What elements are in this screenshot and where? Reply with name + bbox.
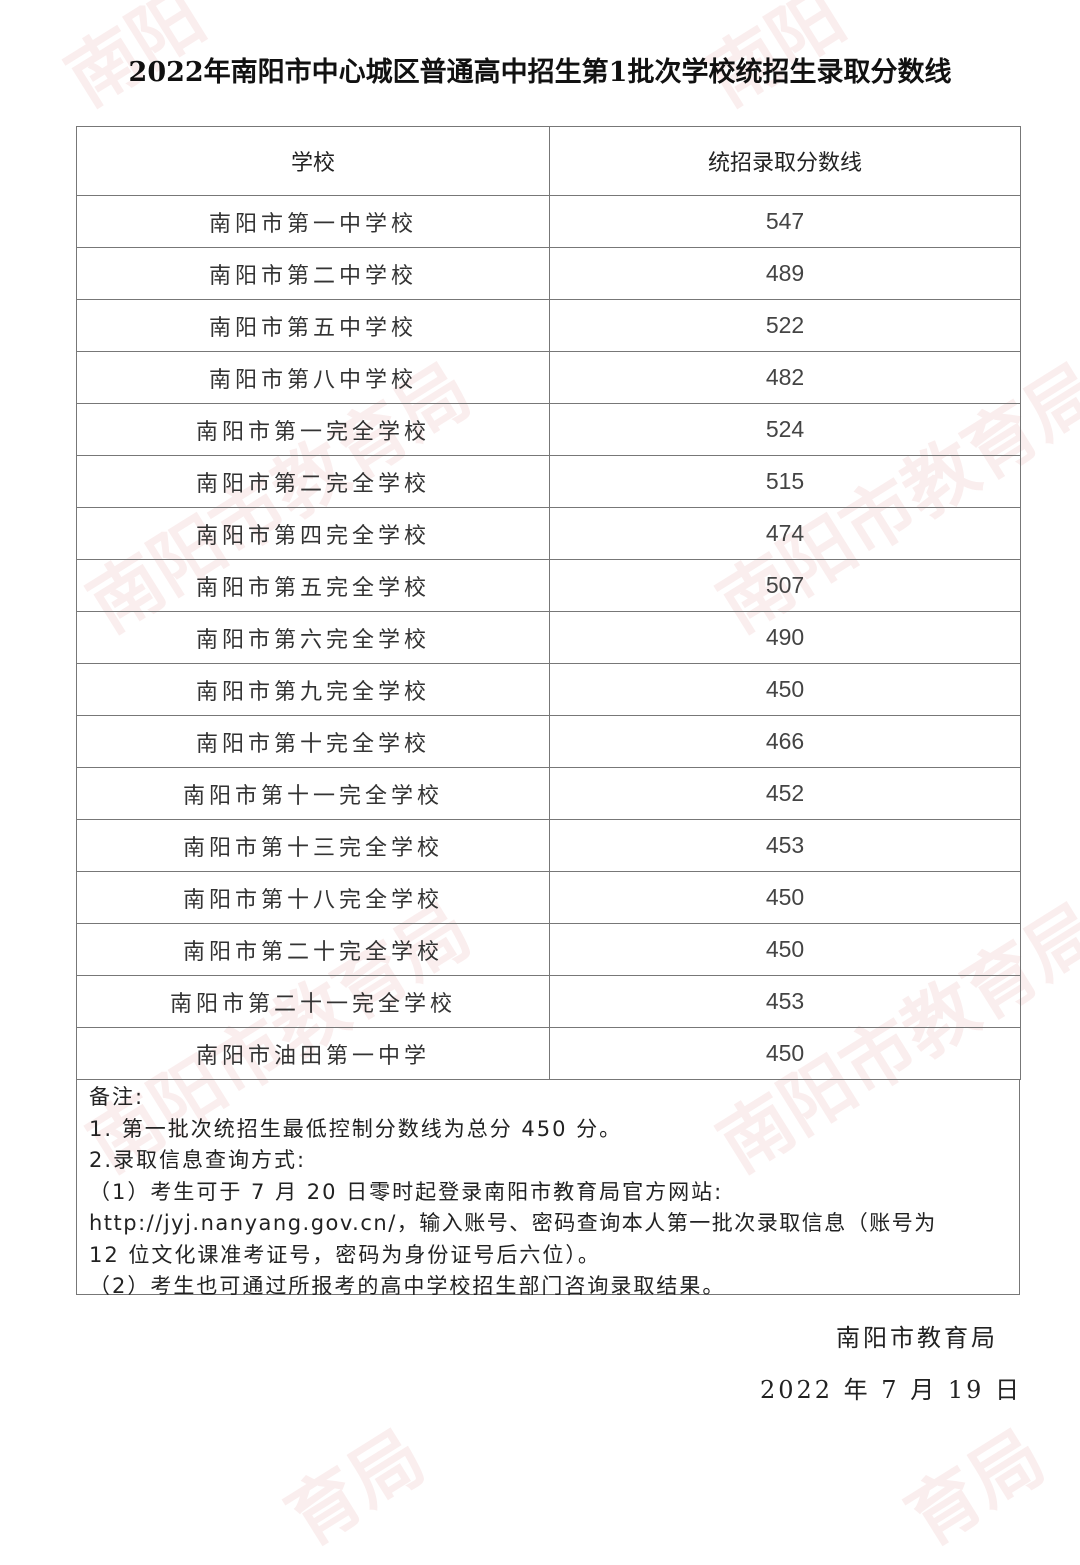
- school-name: 南阳市第九完全学校: [76, 663, 550, 716]
- table-row: 南阳市第五完全学校 507: [76, 559, 1021, 612]
- score-value: 524: [549, 403, 1021, 456]
- score-value: 466: [549, 715, 1021, 768]
- table-row: 南阳市第五中学校 522: [76, 299, 1021, 352]
- watermark: 育局: [892, 1414, 1059, 1562]
- school-name: 南阳市第五中学校: [76, 299, 550, 352]
- school-name: 南阳市第八中学校: [76, 351, 550, 404]
- school-name: 南阳市第一中学校: [76, 195, 550, 248]
- signature-date: 2022 年 7 月 19 日: [759, 1376, 1022, 1404]
- school-name: 南阳市第十一完全学校: [76, 767, 550, 820]
- score-value: 450: [549, 871, 1021, 924]
- table-row: 南阳市第二十一完全学校 453: [76, 975, 1021, 1028]
- school-name: 南阳市第十完全学校: [76, 715, 550, 768]
- table-row: 南阳市第一中学校 547: [76, 195, 1021, 248]
- school-name: 南阳市第十八完全学校: [76, 871, 550, 924]
- school-name: 南阳市第一完全学校: [76, 403, 550, 456]
- note-line: 2.录取信息查询方式:: [89, 1148, 307, 1172]
- school-name: 南阳市第二十一完全学校: [76, 975, 550, 1028]
- page-title: 2022年南阳市中心城区普通高中招生第1批次学校统招生录取分数线: [128, 57, 952, 88]
- table-row: 南阳市油田第一中学 450: [76, 1027, 1021, 1080]
- notes-heading: 备注:: [89, 1085, 145, 1109]
- score-value: 547: [549, 195, 1021, 248]
- watermark: 育局: [272, 1414, 439, 1562]
- school-name: 南阳市油田第一中学: [76, 1027, 550, 1080]
- score-value: 490: [549, 611, 1021, 664]
- header-score: 统招录取分数线: [549, 126, 1021, 196]
- school-name: 南阳市第六完全学校: [76, 611, 550, 664]
- score-value: 450: [549, 1027, 1021, 1080]
- table-row: 南阳市第二十完全学校 450: [76, 923, 1021, 976]
- school-name: 南阳市第十三完全学校: [76, 819, 550, 872]
- notes-box: 备注: 1. 第一批次统招生最低控制分数线为总分 450 分。 2.录取信息查询…: [76, 1080, 1020, 1298]
- signature-org: 南阳市教育局: [836, 1324, 998, 1352]
- score-value: 452: [549, 767, 1021, 820]
- note-line: http://jyj.nanyang.gov.cn/，输入账号、密码查询本人第一…: [89, 1211, 937, 1235]
- table-row: 南阳市第八中学校 482: [76, 351, 1021, 404]
- score-value: 482: [549, 351, 1021, 404]
- school-name: 南阳市第二十完全学校: [76, 923, 550, 976]
- score-value: 515: [549, 455, 1021, 508]
- score-value: 474: [549, 507, 1021, 560]
- score-value: 450: [549, 663, 1021, 716]
- note-line: 12 位文化课准考证号，密码为身份证号后六位）。: [89, 1242, 601, 1267]
- table-row: 南阳市第十八完全学校 450: [76, 871, 1021, 924]
- header-school: 学校: [76, 126, 550, 196]
- score-table: 学校 统招录取分数线 南阳市第一中学校 547 南阳市第二中学校 489 南阳市第五中学…: [76, 126, 1021, 1080]
- note-line: （2）考生也可通过所报考的高中学校招生部门咨询录取结果。: [89, 1274, 726, 1298]
- school-name: 南阳市第四完全学校: [76, 507, 550, 560]
- score-value: 507: [549, 559, 1021, 612]
- table-row: 南阳市第十三完全学校 453: [76, 819, 1021, 872]
- school-name: 南阳市第五完全学校: [76, 559, 550, 612]
- score-value: 450: [549, 923, 1021, 976]
- table-header-row: 学校 统招录取分数线: [76, 126, 1021, 196]
- school-name: 南阳市第二完全学校: [76, 455, 550, 508]
- table-row: 南阳市第六完全学校 490: [76, 611, 1021, 664]
- score-value: 453: [549, 975, 1021, 1028]
- table-row: 南阳市第十一完全学校 452: [76, 767, 1021, 820]
- note-line: 1. 第一批次统招生最低控制分数线为总分 450 分。: [89, 1116, 623, 1141]
- note-line: （1）考生可于 7 月 20 日零时起登录南阳市教育局官方网站:: [89, 1179, 724, 1204]
- table-row: 南阳市第十完全学校 466: [76, 715, 1021, 768]
- table-row: 南阳市第二中学校 489: [76, 247, 1021, 300]
- score-value: 522: [549, 299, 1021, 352]
- score-value: 453: [549, 819, 1021, 872]
- table-row: 南阳市第九完全学校 450: [76, 663, 1021, 716]
- table-row: 南阳市第一完全学校 524: [76, 403, 1021, 456]
- score-value: 489: [549, 247, 1021, 300]
- school-name: 南阳市第二中学校: [76, 247, 550, 300]
- table-row: 南阳市第四完全学校 474: [76, 507, 1021, 560]
- table-row: 南阳市第二完全学校 515: [76, 455, 1021, 508]
